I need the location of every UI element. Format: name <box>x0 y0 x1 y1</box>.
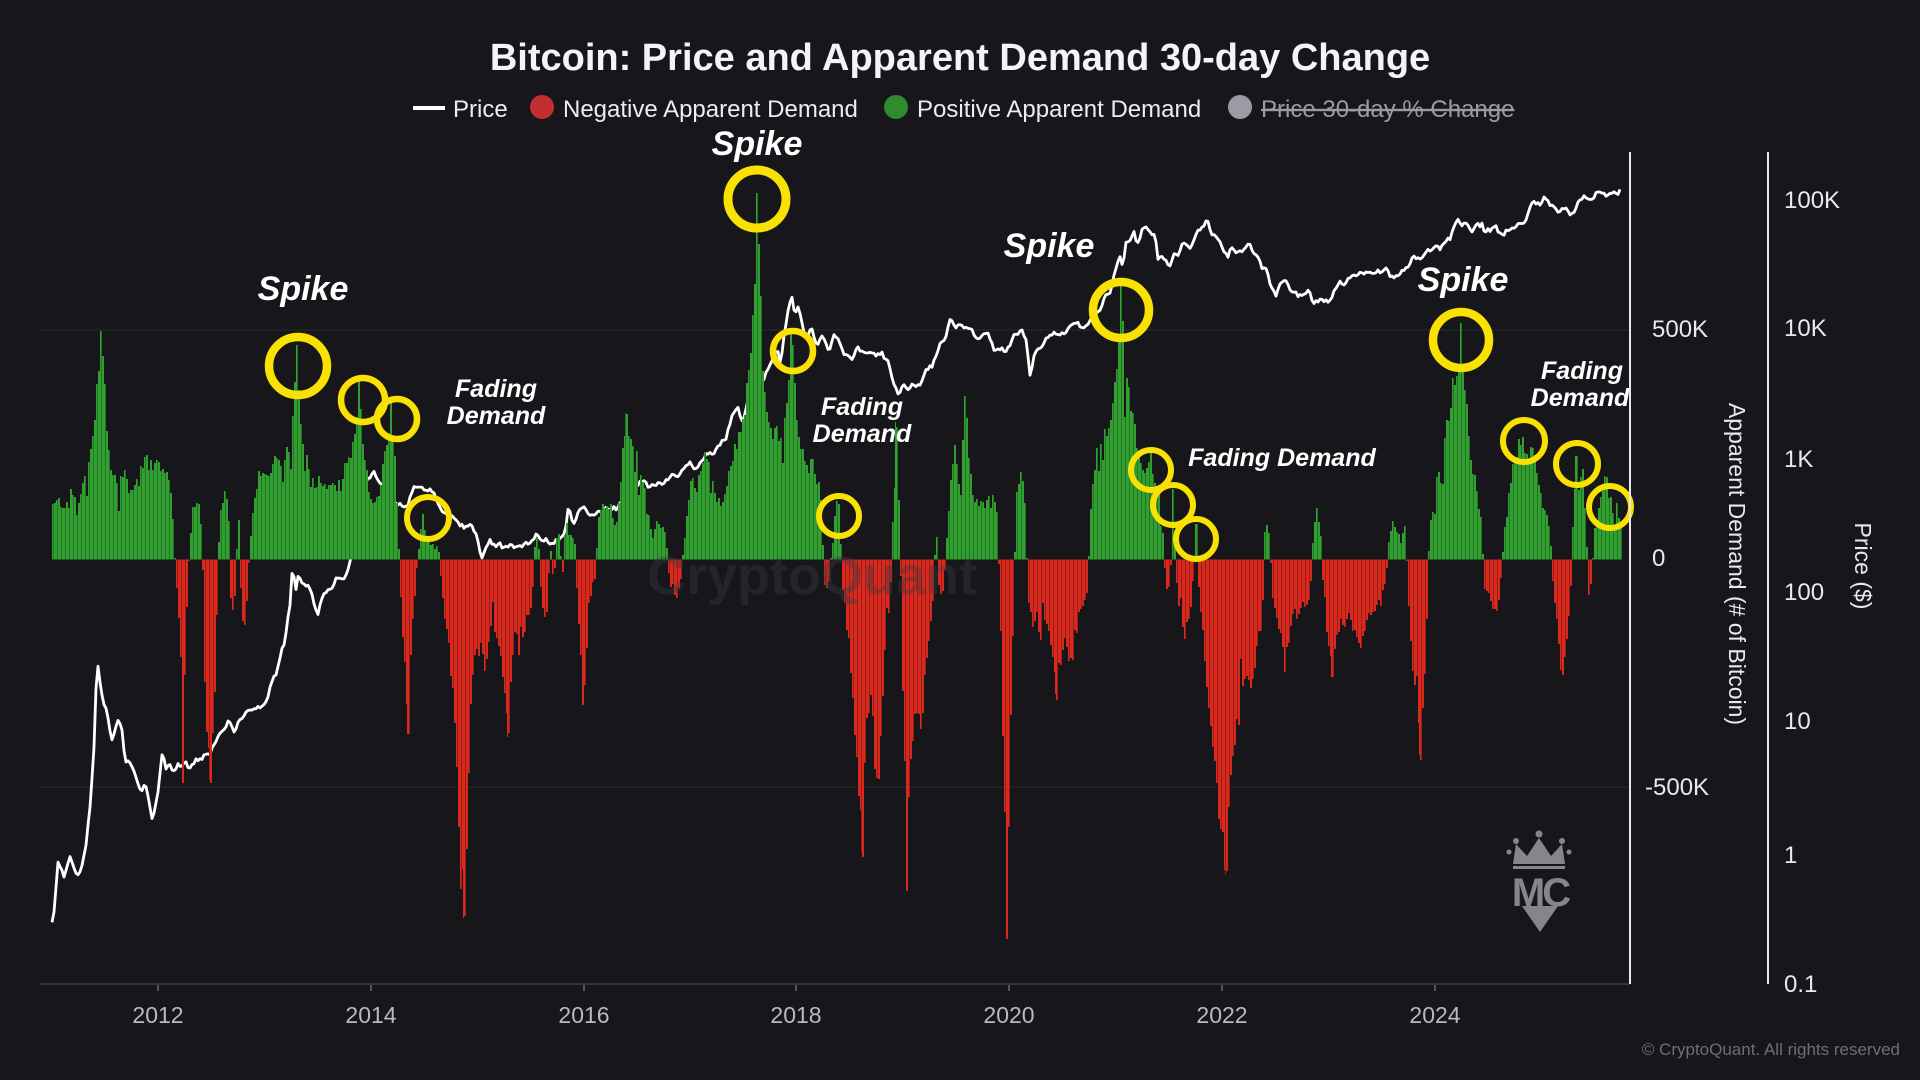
svg-text:0.1: 0.1 <box>1784 971 1817 998</box>
svg-text:Bitcoin: Price and Apparent De: Bitcoin: Price and Apparent Demand 30-da… <box>490 37 1430 79</box>
svg-text:Price: Price <box>453 96 508 123</box>
svg-text:100: 100 <box>1784 579 1824 606</box>
svg-text:2020: 2020 <box>983 1002 1034 1028</box>
svg-text:Negative Apparent Demand: Negative Apparent Demand <box>563 96 858 123</box>
svg-text:Apparent Demand (# of Bitcoin): Apparent Demand (# of Bitcoin) <box>1724 403 1750 725</box>
svg-text:CryptoQuant: CryptoQuant <box>647 546 977 606</box>
svg-text:2018: 2018 <box>770 1002 821 1028</box>
svg-text:10K: 10K <box>1784 315 1827 342</box>
svg-text:Fading Demand: Fading Demand <box>1188 444 1376 472</box>
svg-text:Positive Apparent Demand: Positive Apparent Demand <box>917 96 1201 123</box>
svg-text:Spike: Spike <box>712 125 803 163</box>
svg-text:Fading: Fading <box>1541 357 1623 385</box>
svg-text:1: 1 <box>1784 842 1797 869</box>
svg-text:2014: 2014 <box>345 1002 396 1028</box>
svg-text:Spike: Spike <box>258 270 349 308</box>
svg-text:0: 0 <box>1652 545 1665 572</box>
svg-text:Demand: Demand <box>813 420 912 448</box>
svg-text:Demand: Demand <box>447 402 546 430</box>
svg-text:1K: 1K <box>1784 446 1813 473</box>
svg-text:Spike: Spike <box>1004 227 1095 265</box>
svg-text:2012: 2012 <box>132 1002 183 1028</box>
svg-text:Demand: Demand <box>1531 384 1630 412</box>
svg-text:2022: 2022 <box>1196 1002 1247 1028</box>
svg-text:Price 30-day % Change: Price 30-day % Change <box>1261 96 1514 123</box>
svg-text:500K: 500K <box>1652 316 1708 343</box>
svg-text:Fading: Fading <box>821 393 903 421</box>
svg-text:2016: 2016 <box>558 1002 609 1028</box>
svg-text:2024: 2024 <box>1409 1002 1460 1028</box>
svg-text:© CryptoQuant. All rights rese: © CryptoQuant. All rights reserved <box>1642 1040 1900 1059</box>
svg-text:Fading: Fading <box>455 375 537 403</box>
svg-text:-500K: -500K <box>1645 774 1709 801</box>
svg-text:Price ($): Price ($) <box>1850 523 1876 610</box>
svg-text:10: 10 <box>1784 708 1811 735</box>
svg-text:100K: 100K <box>1784 187 1840 214</box>
svg-text:Spike: Spike <box>1418 261 1509 299</box>
